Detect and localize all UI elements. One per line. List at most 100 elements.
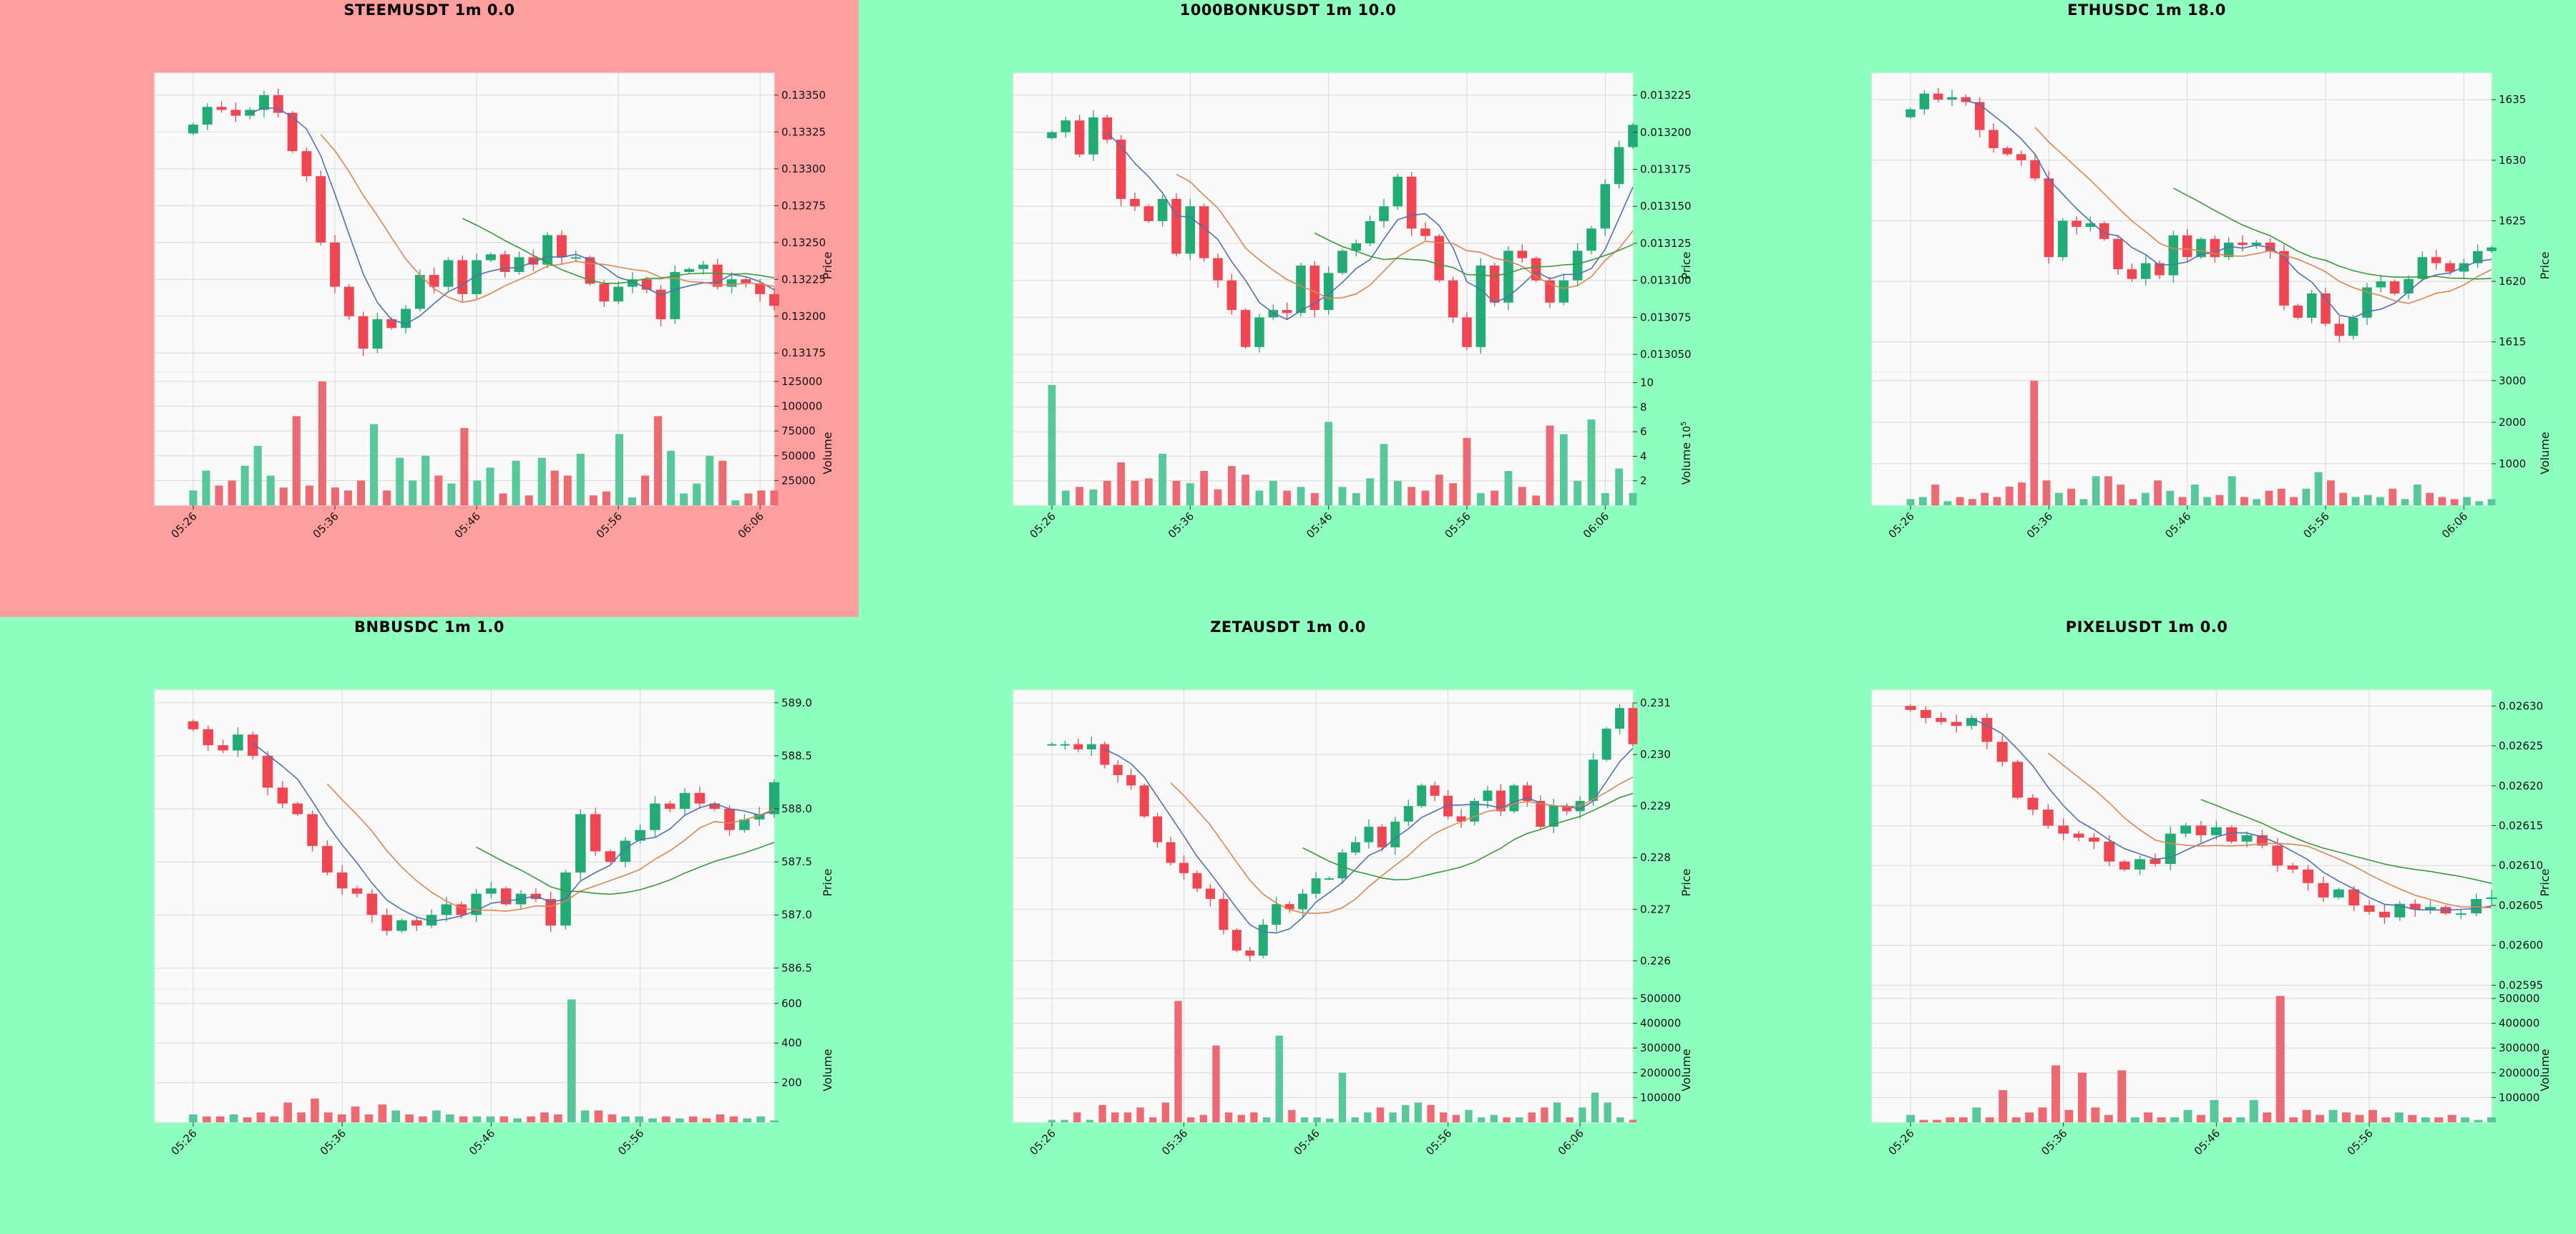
candles xyxy=(1047,702,1638,961)
volume-bar xyxy=(459,1116,468,1122)
price-tick-label: 587.0 xyxy=(781,908,812,921)
candle-body xyxy=(2085,223,2096,227)
time-tick-label: 05:26 xyxy=(169,1127,200,1157)
price-tick-label: 588.5 xyxy=(781,749,812,762)
candle-body xyxy=(753,814,765,820)
volume-axis-label: Volume xyxy=(2538,1049,2552,1092)
candle-body xyxy=(2471,899,2482,914)
candle-body xyxy=(2425,907,2436,910)
candle-body xyxy=(358,316,369,349)
candle-body xyxy=(2251,242,2262,246)
volume-bar xyxy=(1310,492,1319,505)
candle-body xyxy=(2409,903,2421,910)
volume-bar xyxy=(1518,487,1526,505)
candle-body xyxy=(575,814,586,873)
volume-bar xyxy=(1629,1119,1637,1122)
volume-bar xyxy=(1187,1117,1195,1122)
candle-body xyxy=(2182,235,2192,258)
moving-average-line xyxy=(1170,777,1634,914)
candle-body xyxy=(2241,835,2253,842)
price-tick-label: 1615 xyxy=(2499,336,2526,349)
volume-tick-label: 50000 xyxy=(781,450,816,462)
volume-bar xyxy=(2394,1112,2404,1122)
candle-body xyxy=(1489,266,1500,303)
candle-body xyxy=(1086,744,1096,749)
volume-bar xyxy=(1288,1109,1296,1122)
price-tick-label: 587.5 xyxy=(781,855,812,868)
volume-bar xyxy=(2474,1119,2483,1122)
volume-bar xyxy=(1275,1035,1283,1122)
volume-bar xyxy=(2054,492,2063,505)
candle-body xyxy=(545,899,556,926)
candle-body xyxy=(1475,266,1486,347)
candle-body xyxy=(2238,242,2248,246)
volume-bar xyxy=(1615,468,1624,505)
volume-bar xyxy=(718,460,727,505)
candle-body xyxy=(1219,898,1229,931)
candle-body xyxy=(694,792,706,804)
price-tick-label: 0.013200 xyxy=(1640,126,1692,139)
candle-body xyxy=(1324,878,1335,880)
volume-bar xyxy=(1906,1114,1915,1122)
volume-bar xyxy=(1338,1072,1347,1122)
time-tick-label: 06:06 xyxy=(736,510,766,540)
volume-tick-label: 2 xyxy=(1640,475,1647,487)
volume-bar xyxy=(1946,1117,1955,1122)
volume-bar xyxy=(2326,480,2335,505)
volume-bar xyxy=(2141,492,2150,505)
candle-body xyxy=(2195,825,2207,835)
candle-body xyxy=(1586,228,1596,251)
candle-body xyxy=(1961,97,1971,102)
volume-bar xyxy=(2413,484,2421,505)
time-tick-label: 05:46 xyxy=(452,510,483,540)
volume-tick-label: 100000 xyxy=(2499,1091,2540,1104)
candle-body xyxy=(1311,878,1321,894)
candle-body xyxy=(301,151,312,177)
volume-bar xyxy=(615,434,624,505)
volume-bar xyxy=(621,1116,630,1122)
candle-body xyxy=(1245,950,1255,956)
candle-body xyxy=(528,257,539,265)
volume-bar xyxy=(1579,1107,1586,1122)
volume-bar xyxy=(1061,490,1070,505)
volume-bar xyxy=(1943,501,1952,505)
volume-tick-label: 10 xyxy=(1640,376,1654,389)
volume-bar xyxy=(189,1114,197,1122)
volume-bar xyxy=(383,490,391,505)
candle-body xyxy=(2180,825,2192,834)
volume-bar xyxy=(537,457,546,505)
volume-bar xyxy=(2210,1099,2219,1122)
candle-body xyxy=(1989,130,1999,148)
volume-bar xyxy=(1601,492,1609,505)
volume-bar xyxy=(2064,1109,2074,1122)
volume-bar xyxy=(203,1116,211,1122)
volume-bar xyxy=(1616,1117,1624,1122)
volume-bar xyxy=(1351,1117,1359,1122)
candle-body xyxy=(1509,785,1519,812)
volume-bar xyxy=(1326,1118,1334,1122)
volume-bar xyxy=(1972,1107,1981,1122)
volume-bar xyxy=(757,490,766,505)
candle-body xyxy=(1522,785,1532,801)
candle-body xyxy=(1157,198,1168,221)
chart-title: 1000BONKUSDT 1m 10.0 xyxy=(1179,1,1397,19)
price-tick-label: 0.013225 xyxy=(1640,89,1692,102)
volume-bar xyxy=(2277,488,2285,505)
volume-bar xyxy=(1241,475,1250,505)
chart-svg: 0.013050 0.013075 0.013100 0.013125 0.013150… xyxy=(1013,72,1693,540)
volume-bar xyxy=(215,1116,225,1122)
candle-body xyxy=(1102,117,1113,140)
chart-title: PIXELUSDT 1m 0.0 xyxy=(2065,618,2228,636)
volume-bar xyxy=(2005,486,2014,505)
candle-body xyxy=(2487,247,2497,251)
time-tick-label: 05:46 xyxy=(2192,1127,2223,1157)
candle-body xyxy=(277,787,288,804)
candle-body xyxy=(2135,859,2146,870)
candle-body xyxy=(1351,243,1362,251)
volume-bar xyxy=(1073,1112,1081,1122)
time-tick-label: 05:46 xyxy=(467,1127,497,1157)
volume-tick-label: 1000 xyxy=(2499,457,2526,470)
volume-bar xyxy=(1919,1119,1928,1122)
candle-body xyxy=(485,254,496,261)
volume-bar xyxy=(1906,499,1915,505)
